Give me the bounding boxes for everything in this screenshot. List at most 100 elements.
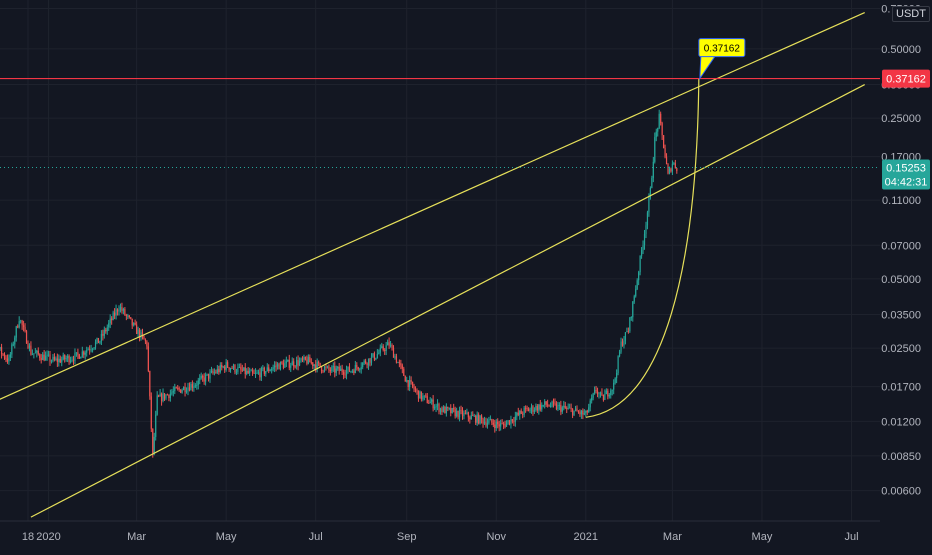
candle-body [357,367,359,370]
candle-body [567,407,569,409]
candle-body [218,368,220,373]
candle-body [77,352,79,355]
candle-body [272,367,274,370]
candle-body [28,345,31,348]
candle-body [290,365,292,368]
parabolic-curve [585,78,700,418]
time-tick-label: Jul [844,531,858,543]
currency-label[interactable]: USDT [892,6,930,22]
candle-body [464,412,467,414]
candle-body [673,163,675,165]
candle-body [59,358,61,363]
candle-body [356,365,358,368]
candle-body [137,329,139,334]
candle-body [9,354,11,358]
candle-body [15,326,17,338]
candle-body [143,335,145,340]
candle-body [24,326,26,332]
candle-body [658,113,660,129]
candle-body [240,366,242,370]
candle-body [469,417,471,420]
candle-body [224,366,226,370]
candle-body [607,390,609,397]
price-tick-label: 0.25000 [881,113,921,125]
candle-body [441,408,443,412]
candle-body [274,365,276,368]
candle-body [127,315,129,317]
candle-body [591,397,593,401]
candle-body [319,362,321,367]
candle-body [284,363,286,368]
candle-body [648,197,650,213]
candle-body [37,350,39,355]
candle-body [237,367,239,372]
candle-body [216,368,218,373]
candle-body [640,250,643,256]
candle-body [657,128,659,132]
candle-body [401,365,403,369]
candle-body [221,365,223,368]
candle-body [22,325,25,327]
candle-body [372,353,374,357]
candle-body [318,361,320,363]
candle-body [232,365,235,369]
candle-body [268,367,270,372]
candle-body [329,369,331,372]
candle-body [577,411,580,413]
candle-body [231,368,233,370]
candle-body [547,404,549,406]
candle-body [39,354,41,358]
candle-body [431,399,433,402]
candle-body [552,401,555,403]
candle-body [522,413,524,415]
candle-body [544,401,546,405]
candle-body [71,359,73,361]
candle-body [373,353,376,360]
candle-body [668,168,671,174]
candle-body [442,406,445,412]
candle-body [298,360,301,366]
candle-body [422,396,424,400]
candle-body [124,309,126,316]
candle-body [630,317,632,319]
candle-body [197,380,199,386]
candle-body [202,376,204,378]
candle-body [84,352,86,355]
candle-body [436,403,439,406]
drawing-tools[interactable]: 0.37162 [0,11,880,518]
candle-body [178,388,180,390]
candle-body [498,424,500,427]
candle-body [36,350,38,353]
candle-body [320,366,323,371]
candle-body [642,245,644,251]
candle-body [652,161,654,178]
candle-body [99,341,101,344]
candle-body [533,410,536,412]
candle-body [674,163,676,169]
candle-body [72,359,75,361]
candle-body [489,419,491,421]
candle-body [626,331,628,333]
candle-body [451,408,453,413]
candle-body [313,364,315,366]
candle-body [554,402,556,404]
candle-body [391,345,393,348]
candle-body [87,349,89,351]
price-tick-label: 0.00850 [881,451,921,463]
candle-body [389,345,392,346]
candle-body [476,414,478,423]
candle-body [11,344,13,355]
grid-lines [0,0,880,521]
candle-body [235,371,238,373]
candle-body [97,337,100,344]
candle-body [365,360,367,364]
candle-body [2,353,4,355]
candle-body [180,389,182,393]
candle-body [555,403,558,410]
candle-body [629,317,631,332]
candle-body [445,406,447,414]
candle-body [335,368,337,373]
candle-body [34,352,36,354]
